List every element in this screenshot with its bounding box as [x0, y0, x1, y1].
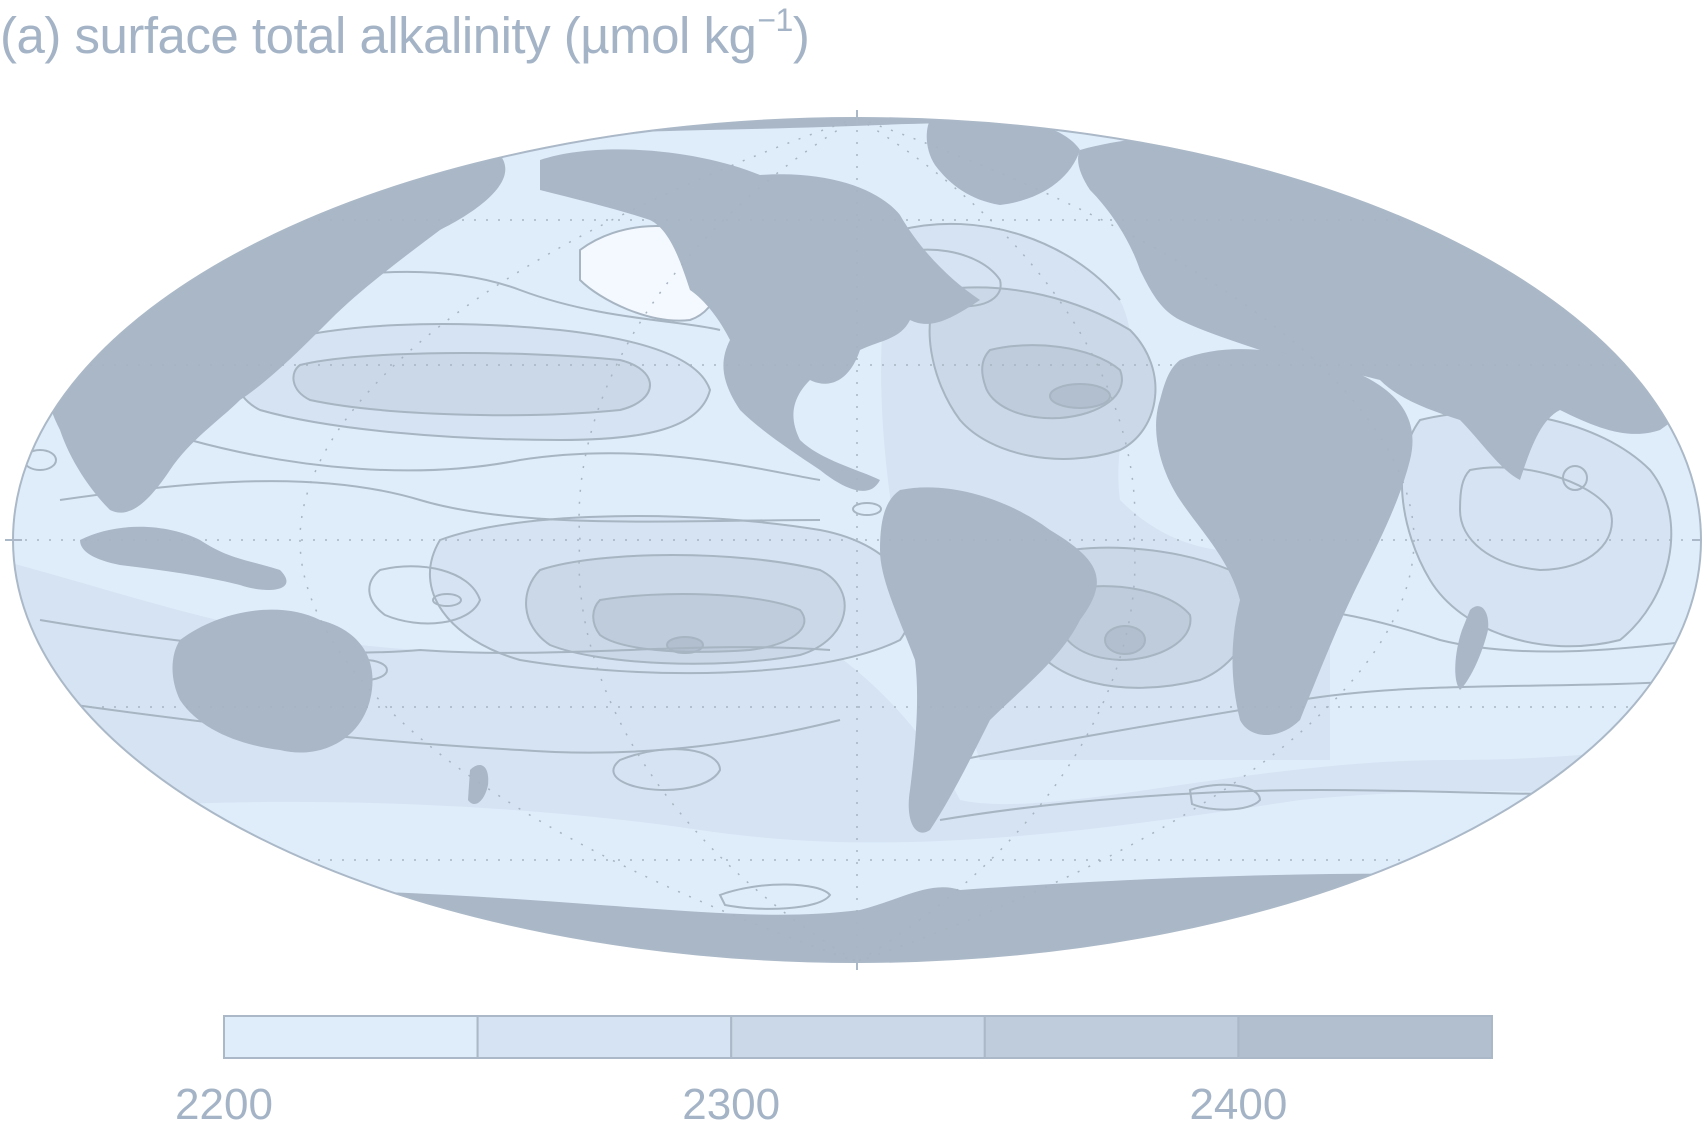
contour-line — [1458, 466, 1613, 572]
asia-east-landmass — [48, 155, 506, 513]
contour-line — [1049, 383, 1111, 409]
graticule-ticks — [5, 110, 1702, 970]
contour-line — [1188, 783, 1262, 811]
contour-line — [235, 323, 712, 442]
colorbar-bin-2300 — [730, 1015, 986, 1059]
graticule-meridian — [856, 118, 1415, 962]
africa-landmass — [1156, 349, 1413, 735]
colorbar-bin-2250 — [476, 1015, 733, 1059]
contour-line — [666, 636, 704, 654]
contour-line — [292, 352, 651, 417]
contour-line — [368, 565, 482, 625]
colorbar-tick-label: 2300 — [682, 1080, 781, 1129]
contour-line — [612, 748, 722, 791]
colorbar-tick-label: 2400 — [1189, 1080, 1288, 1129]
title-close: ) — [792, 7, 810, 64]
contour-line — [1400, 411, 1673, 648]
australia-landmass — [172, 609, 373, 753]
map-globe — [5, 110, 1702, 970]
contour-line — [981, 344, 1123, 420]
colorbar-bin-2350 — [983, 1015, 1240, 1059]
greenland-landmass — [926, 118, 1080, 205]
alkalinity-region-2350-south-atlantic — [1060, 586, 1191, 660]
contour-line — [1104, 625, 1146, 655]
contour-line — [189, 439, 821, 481]
colorbar-bin-2400 — [1237, 1015, 1494, 1059]
contour-line — [39, 619, 831, 654]
alkalinity-region-2400-north-atlantic — [1050, 384, 1110, 408]
south-america-landmass — [880, 487, 1097, 833]
contour-line — [428, 515, 913, 675]
contour-line — [718, 883, 832, 910]
title-mu-symbol: µ — [580, 7, 610, 64]
alkalinity-region-2350-south-pacific — [593, 594, 805, 652]
contour-line — [899, 222, 1121, 301]
contour-line — [59, 480, 821, 523]
alkalinity-region-2400-south-atlantic — [1105, 626, 1145, 654]
indonesia-landmass — [80, 526, 287, 590]
alkalinity-region-2300-north-pacific — [293, 353, 650, 416]
contour-line — [852, 502, 882, 516]
colorbar — [223, 1015, 1494, 1059]
contour-line — [525, 554, 846, 665]
contour-line — [1562, 465, 1588, 491]
graticule-meridian — [299, 118, 858, 962]
contour-line — [432, 593, 462, 607]
title-unit-exponent: −1 — [757, 2, 793, 38]
madagascar-landmass — [1455, 606, 1489, 690]
map-title: (a) surface total alkalinity (µmol kg−1) — [0, 2, 810, 65]
title-unit: mol kg — [609, 7, 757, 64]
new-zealand-landmass — [468, 765, 489, 805]
title-text: (a) surface total alkalinity ( — [0, 7, 581, 64]
contour-line — [39, 699, 841, 754]
contour-line — [928, 286, 1157, 460]
colorbar-bin-2200 — [223, 1015, 479, 1059]
colorbar-tick-label: 2200 — [175, 1080, 273, 1129]
graticule — [13, 118, 1701, 962]
north-america-landmass — [540, 149, 980, 491]
contour-line — [592, 593, 806, 653]
